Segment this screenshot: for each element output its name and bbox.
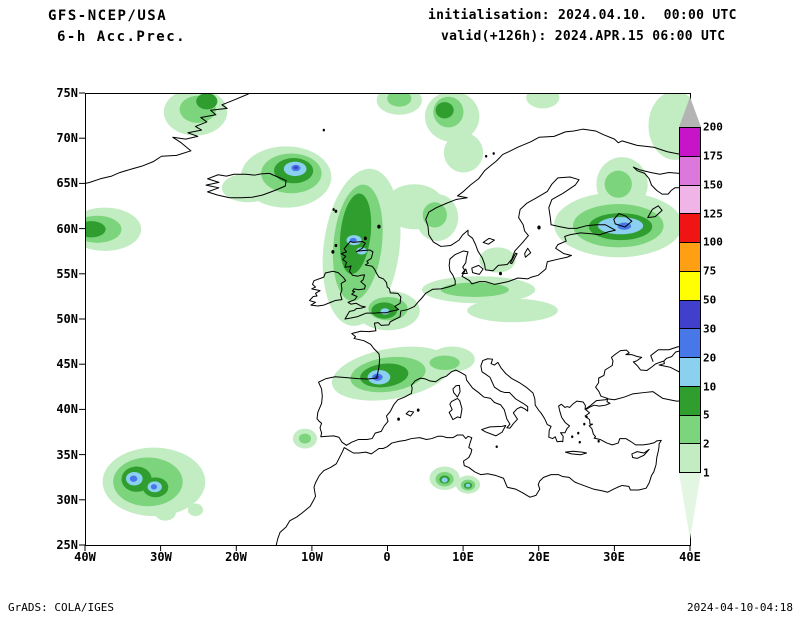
lon-label: 40E — [679, 550, 701, 564]
colorbar-level: 175 — [703, 149, 723, 163]
colorbar-level: 1 — [703, 466, 710, 480]
colorbar-band — [680, 155, 700, 185]
coastline-great-britain — [341, 241, 401, 319]
lat-label: 45N — [56, 357, 78, 371]
colorbar-band — [680, 184, 700, 214]
coastline-iceland — [206, 173, 286, 197]
lon-label: 10E — [452, 550, 474, 564]
lat-label: 55N — [56, 267, 78, 281]
colorbar-level: 50 — [703, 293, 717, 307]
coastline-white-sea — [633, 167, 690, 194]
lon-label: 20E — [528, 550, 550, 564]
coastline-cyprus — [632, 449, 649, 458]
lon-label: 20W — [225, 550, 247, 564]
coastline-mallorca — [406, 411, 414, 416]
lat-label: 60N — [56, 222, 78, 236]
colorbar-band — [680, 385, 700, 415]
coastline-europe-mainland — [317, 129, 690, 445]
colorbar-bands — [679, 127, 701, 473]
coastline-sicily — [482, 425, 506, 435]
coastline-ireland — [309, 271, 345, 306]
colorbar-level: 5 — [703, 408, 710, 422]
coastline-gotland — [525, 248, 531, 257]
coastline-funen — [462, 269, 467, 274]
coastlines — [86, 94, 690, 545]
colorbar-band — [680, 328, 700, 357]
lat-label: 50N — [56, 312, 78, 326]
lon-label: 30W — [150, 550, 172, 564]
lon-label: 30E — [603, 550, 625, 564]
lake-ladoga — [614, 214, 632, 228]
colorbar-level: 125 — [703, 207, 723, 220]
colorbar-below-min-arrow — [679, 473, 701, 539]
lat-label: 70N — [56, 131, 78, 145]
lat-label: 65N — [56, 176, 78, 190]
grads-credit: GrADS: COLA/IGES — [8, 601, 114, 614]
lon-label: 10W — [301, 550, 323, 564]
colorbar-band — [680, 270, 700, 300]
coastline-sardinia — [449, 398, 462, 419]
lake-onega — [648, 206, 662, 218]
lon-label: 40W — [74, 550, 96, 564]
coastline-crete — [565, 451, 586, 455]
coastline-greenland — [86, 94, 248, 183]
coastline-zealand — [472, 265, 483, 274]
colorbar-band — [680, 443, 700, 472]
colorbar-level: 150 — [703, 178, 723, 192]
lat-label: 30N — [56, 493, 78, 507]
init-time: initialisation: 2024.04.10. 00:00 UTC — [428, 8, 737, 23]
coastline-oland — [510, 253, 517, 263]
valid-time: valid(+126h): 2024.APR.15 06:00 UTC — [441, 29, 726, 44]
colorbar-band — [680, 128, 700, 156]
lake-vanern — [483, 238, 494, 244]
small-islands — [322, 128, 600, 449]
colorbar-band — [680, 414, 700, 444]
colorbar-band — [680, 357, 700, 386]
map-plot — [85, 93, 691, 546]
colorbar-level: 75 — [703, 264, 717, 278]
colorbar-band — [680, 242, 700, 271]
colorbar-level: 20 — [703, 351, 717, 365]
precip-colorbar: 200 175 150 125 100 75 50 30 20 10 5 2 1 — [679, 97, 741, 540]
lat-label: 40N — [56, 402, 78, 416]
lat-label: 35N — [56, 448, 78, 462]
colorbar-band — [680, 299, 700, 329]
colorbar-level: 100 — [703, 235, 723, 249]
generation-timestamp: 2024-04-10-04:18 — [687, 601, 793, 614]
map-canvas — [86, 94, 690, 545]
colorbar-band — [680, 213, 700, 242]
coastline-corsica — [453, 385, 460, 397]
lat-label: 25N — [56, 538, 78, 552]
colorbar-level: 30 — [703, 322, 717, 336]
product-title: 6-h Acc.Prec. — [57, 29, 187, 45]
lon-label: 0 — [383, 550, 391, 564]
model-title: GFS-NCEP/USA — [48, 8, 168, 24]
colorbar-level: 2 — [703, 437, 710, 451]
lat-label: 75N — [56, 86, 78, 100]
colorbar-above-max-arrow — [679, 97, 701, 127]
colorbar-level: 10 — [703, 380, 717, 393]
colorbar-level: 200 — [703, 120, 723, 134]
coastline-turkey-africa — [276, 392, 690, 545]
